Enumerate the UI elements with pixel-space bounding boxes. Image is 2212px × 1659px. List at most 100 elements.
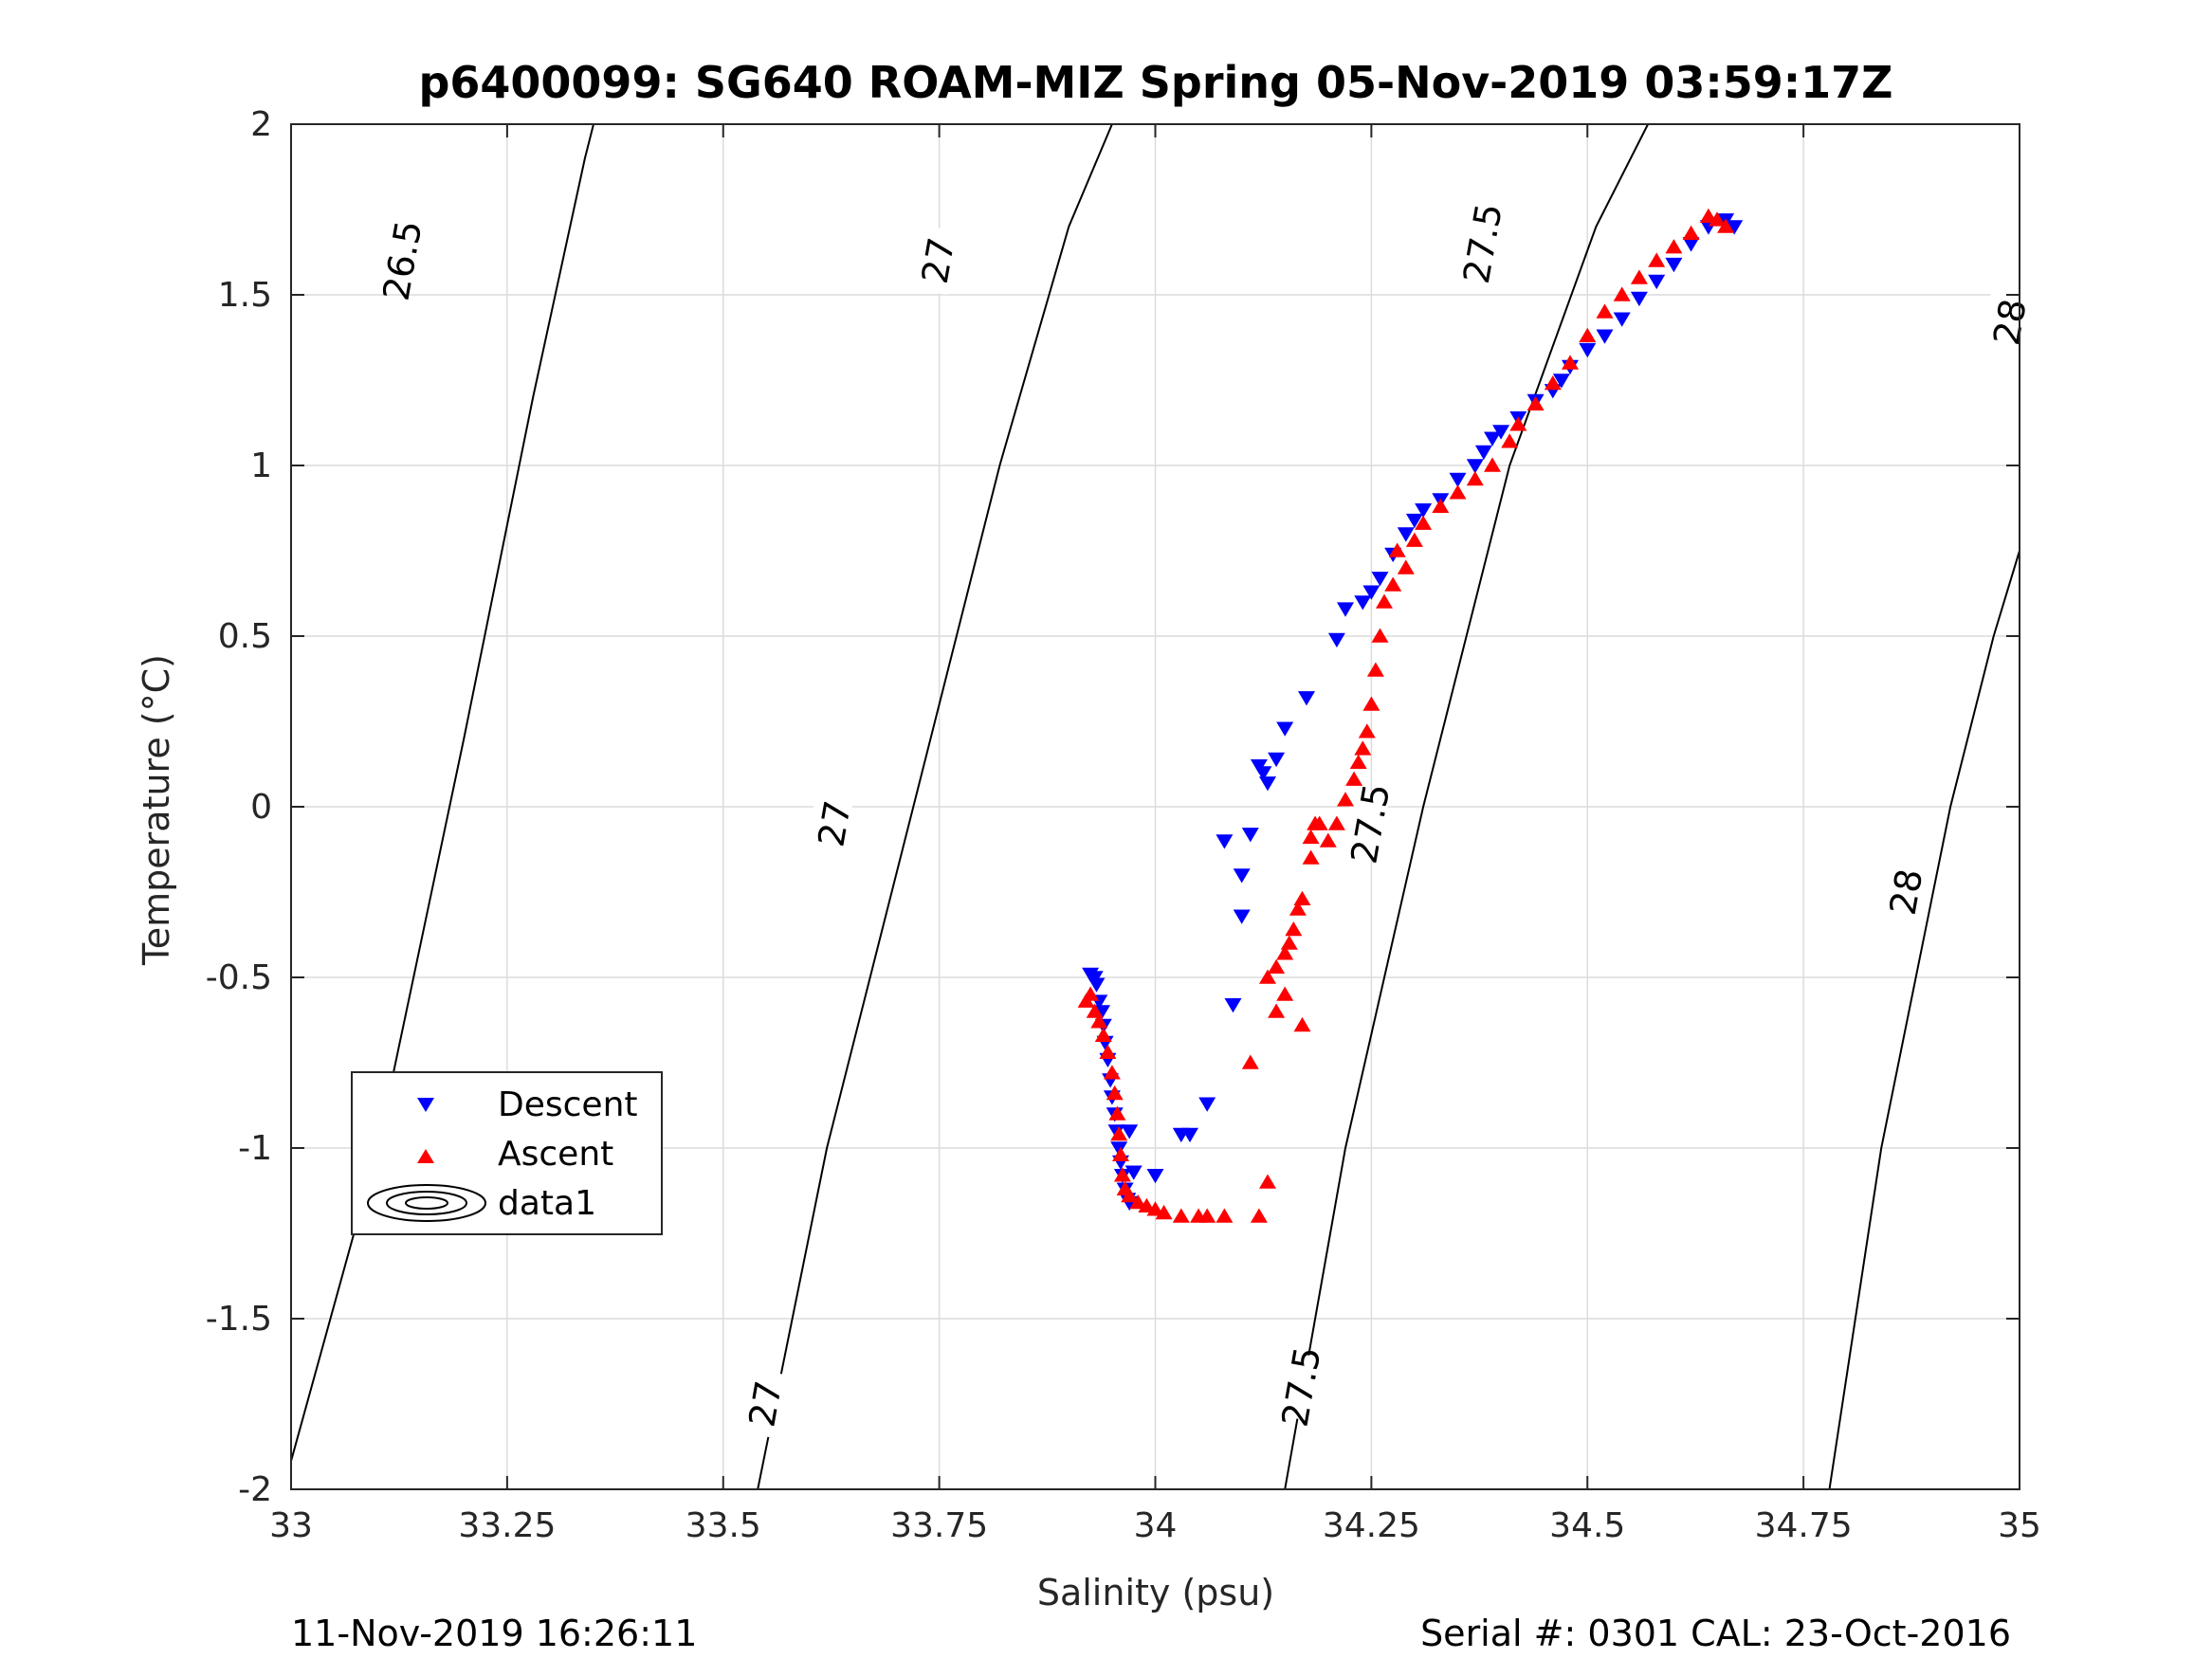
ascent-point	[1103, 1065, 1121, 1080]
ascent-point	[1250, 1208, 1268, 1223]
ascent-point	[1198, 1208, 1216, 1223]
ascent-point	[1682, 225, 1700, 240]
descent-point	[1466, 459, 1484, 474]
descent-point	[1648, 274, 1666, 290]
contour-label-group: 27	[909, 225, 962, 295]
ascent-point	[1129, 1194, 1147, 1210]
descent-point	[1397, 527, 1415, 542]
ascent-point	[1110, 1126, 1128, 1141]
x-tick-label: 33.5	[686, 1506, 761, 1545]
ascent-point	[1106, 1085, 1124, 1101]
contour-label-group: 28	[1876, 856, 1931, 926]
descent-point	[1579, 342, 1597, 358]
contour-label-group: 27	[805, 788, 859, 858]
ascent-point	[1349, 754, 1367, 769]
ascent-point	[1509, 416, 1527, 431]
ascent-point	[1146, 1201, 1164, 1216]
legend: Descent Ascent data1	[351, 1071, 663, 1235]
ascent-point	[1327, 815, 1345, 830]
ascent-point	[1099, 1044, 1117, 1059]
legend-data1-label: data1	[498, 1184, 596, 1223]
x-tick-label: 34.5	[1549, 1506, 1625, 1545]
ascent-point	[1293, 1016, 1311, 1032]
descent-point	[1268, 752, 1286, 768]
contour-label: 28	[1882, 866, 1931, 918]
ascent-point	[1094, 1027, 1112, 1042]
legend-descent-label: Descent	[498, 1085, 638, 1124]
ascent-point	[1289, 901, 1307, 916]
contour-label: 27	[740, 1377, 790, 1430]
ascent-point	[1354, 740, 1372, 756]
ascent-point	[1302, 829, 1320, 845]
ascent-point	[1280, 935, 1298, 950]
ascent-point	[1302, 849, 1320, 865]
descent-point	[1682, 237, 1700, 252]
ascent-point	[1579, 327, 1597, 342]
ascent-point	[1717, 218, 1735, 233]
descent-point	[1216, 834, 1234, 849]
ascent-point	[1388, 542, 1406, 557]
descent-point	[1276, 721, 1294, 737]
ascent-point	[1268, 958, 1286, 974]
y-tick-label: 0.5	[218, 617, 272, 656]
ascent-point	[1405, 532, 1423, 547]
x-axis-ticks: 33 33.25 33.5 33.75 34 34.25 34.5 34.75 35	[269, 124, 2041, 1545]
contour-label-group: 27	[736, 1368, 790, 1438]
x-tick-label: 34.75	[1755, 1506, 1853, 1545]
contour-label-bg	[1453, 208, 1503, 278]
ascent-point	[1596, 303, 1614, 319]
descent-point	[1596, 329, 1614, 344]
contour-label-bg	[909, 225, 959, 295]
descent-point	[1405, 513, 1423, 529]
x-tick-label: 33	[269, 1506, 313, 1545]
contour-label-bg	[1876, 856, 1927, 926]
ascent-point	[1259, 969, 1276, 984]
descent-point	[1630, 291, 1648, 307]
descent-point	[1298, 691, 1315, 706]
contour-line-27	[757, 124, 1113, 1489]
data-points	[1077, 208, 1744, 1223]
y-tick-label: 1	[250, 447, 272, 485]
contour-label-bg	[805, 788, 854, 858]
y-axis-ticks: -2 -1.5 -1 -0.5 0 0.5 1 1.5 2	[206, 105, 2020, 1509]
ascent-point	[1613, 286, 1631, 301]
ascent-point	[1112, 1146, 1129, 1161]
ascent-point	[1241, 1054, 1259, 1069]
ascent-point	[1648, 252, 1666, 267]
legend-contour-icon	[367, 1184, 486, 1222]
y-tick-label: 2	[250, 105, 272, 144]
ascent-point	[1466, 470, 1484, 486]
descent-point	[1224, 998, 1242, 1013]
footer-timestamp: 11-Nov-2019 16:26:11	[291, 1613, 697, 1654]
descent-point	[1613, 312, 1631, 327]
descent-point	[1726, 220, 1744, 235]
y-tick-label: -1	[238, 1129, 272, 1168]
descent-point	[1371, 572, 1389, 587]
ascent-point	[1276, 945, 1294, 960]
ascent-point	[1268, 1003, 1286, 1018]
descent-point	[1474, 445, 1492, 461]
contour-label: 28	[1985, 296, 2035, 348]
x-tick-label: 34.25	[1323, 1506, 1420, 1545]
contour-label-bg	[736, 1368, 785, 1438]
ascent-point	[1345, 771, 1363, 786]
x-tick-label: 35	[1998, 1506, 2041, 1545]
x-tick-label: 33.25	[458, 1506, 556, 1545]
x-axis-label: Salinity (psu)	[1037, 1572, 1274, 1613]
descent-point	[1552, 374, 1570, 389]
legend-ascent-marker	[417, 1149, 434, 1163]
ascent-point	[1090, 1013, 1108, 1029]
ascent-point	[1376, 593, 1393, 609]
ascent-point	[1113, 1167, 1131, 1182]
ascent-point	[1526, 395, 1545, 410]
ascent-point	[1544, 375, 1562, 391]
descent-point	[1354, 595, 1372, 611]
contour-line-28	[1828, 547, 2020, 1489]
ascent-point	[1665, 239, 1683, 254]
ascent-point	[1121, 1187, 1139, 1203]
ascent-point	[1484, 457, 1501, 472]
ascent-point	[1415, 515, 1433, 530]
contour-label-bg	[1981, 285, 2030, 356]
descent-point	[1110, 1141, 1128, 1157]
